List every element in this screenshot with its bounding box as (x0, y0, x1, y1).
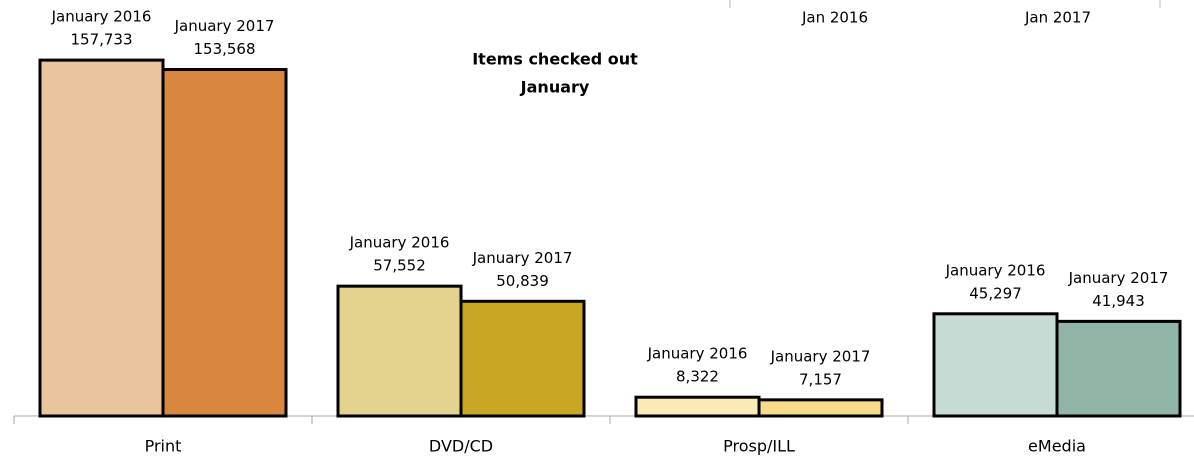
x-tick-label: Prosp/ILL (723, 437, 795, 456)
data-label: 45,297 (969, 284, 1022, 302)
bar (336, 284, 463, 418)
bar (757, 398, 884, 418)
data-label-name: January 2016 (647, 345, 748, 363)
data-label-name: January 2016 (51, 8, 152, 26)
data-label: 157,733 (70, 31, 132, 49)
data-label: 153,568 (193, 40, 255, 58)
bar (459, 299, 586, 418)
data-label-name: January 2017 (174, 17, 275, 35)
data-label-name: January 2017 (1068, 269, 1169, 287)
bar (932, 312, 1059, 418)
data-label: 41,943 (1092, 292, 1145, 310)
data-label: 7,157 (799, 370, 842, 388)
x-tick-label: eMedia (1028, 437, 1086, 456)
data-label: 57,552 (373, 257, 426, 275)
data-label-name: January 2017 (770, 347, 871, 365)
bar (634, 395, 761, 418)
chart-title: January (520, 78, 590, 97)
bar (38, 58, 165, 418)
data-label: 50,839 (496, 272, 549, 290)
bar (1055, 319, 1182, 418)
data-label-name: January 2017 (472, 249, 573, 267)
column-header: Jan 2016 (801, 9, 868, 27)
data-label-name: January 2016 (945, 261, 1046, 279)
bar (161, 68, 288, 418)
column-header: Jan 2017 (1024, 9, 1091, 27)
data-label-name: January 2016 (349, 234, 450, 252)
chart-title: Items checked out (472, 50, 638, 69)
x-tick-label: DVD/CD (429, 437, 493, 456)
x-tick-label: Print (145, 437, 182, 456)
data-label: 8,322 (676, 368, 719, 386)
